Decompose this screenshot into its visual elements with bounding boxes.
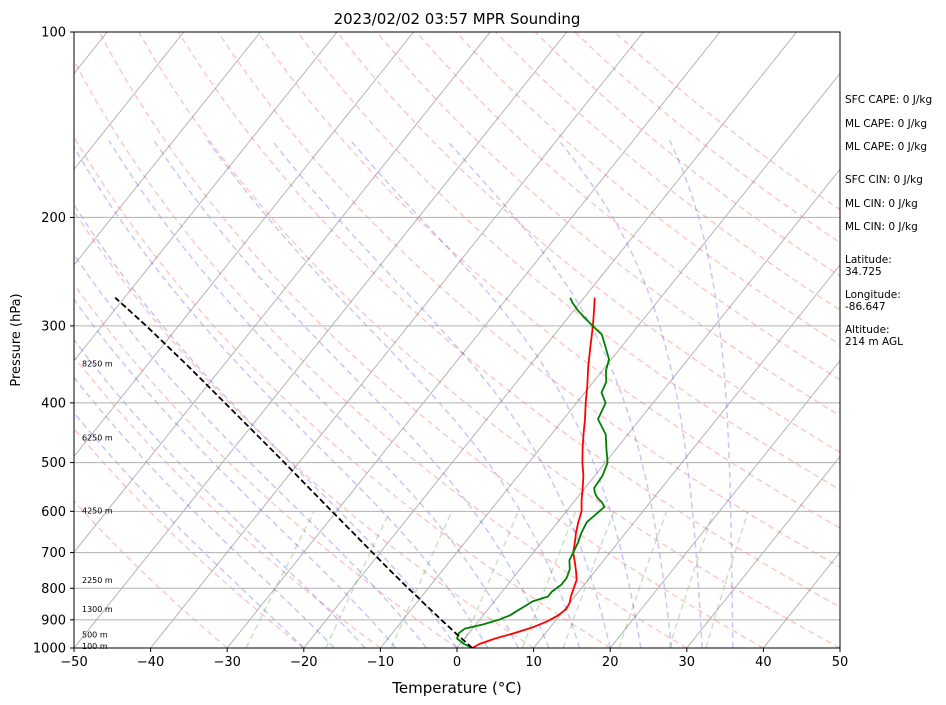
ml-cape-label-2: ML CAPE: 0 J/kg bbox=[845, 141, 928, 153]
parcel-path-line bbox=[114, 297, 473, 648]
height-label: 100 m bbox=[82, 642, 108, 651]
background-lines bbox=[74, 32, 840, 648]
moist-adiabat-line bbox=[271, 140, 611, 648]
x-tick-label: 20 bbox=[602, 655, 619, 670]
moist-adiabat-line bbox=[206, 140, 581, 648]
isotherm-line bbox=[609, 359, 840, 648]
dry-adiabat-line bbox=[98, 32, 764, 648]
moist-adiabat-line bbox=[558, 140, 703, 648]
y-tick-label: 200 bbox=[41, 211, 66, 226]
temperature-line bbox=[471, 297, 596, 648]
dry-adiabat-line bbox=[74, 59, 688, 648]
isotherm-line bbox=[226, 32, 721, 648]
height-label: 6250 m bbox=[82, 433, 113, 442]
dry-adiabat-line bbox=[376, 32, 840, 417]
y-tick-label: 300 bbox=[41, 319, 66, 334]
height-label: 8250 m bbox=[82, 359, 113, 368]
isotherm-line bbox=[150, 32, 644, 648]
y-tick-label: 400 bbox=[41, 396, 66, 411]
dry-adiabat-line bbox=[74, 135, 611, 648]
sfc-cin-label: SFC CIN: 0 J/kg bbox=[845, 174, 923, 186]
moist-adiabat-line bbox=[74, 376, 335, 648]
moist-adiabat-line bbox=[153, 140, 550, 648]
x-tick-label: −30 bbox=[213, 655, 240, 670]
y-tick-label: 100 bbox=[41, 26, 66, 41]
moist-adiabat-line bbox=[74, 253, 427, 648]
mixing-ratio-line bbox=[245, 510, 315, 648]
dry-adiabat-line bbox=[74, 283, 458, 648]
moist-adiabat-line bbox=[74, 298, 397, 648]
dry-adiabat-line bbox=[74, 355, 381, 648]
moist-adiabat-line bbox=[74, 411, 305, 648]
altitude-label: Altitude: 214 m AGL bbox=[845, 324, 903, 348]
dry-adiabat-line bbox=[177, 32, 840, 608]
moist-adiabat-line bbox=[446, 139, 673, 648]
ml-cape-label: ML CAPE: 0 J/kg bbox=[845, 118, 928, 130]
x-tick-label: −40 bbox=[137, 655, 164, 670]
isotherm-line bbox=[686, 455, 840, 648]
moist-adiabat-line bbox=[108, 140, 519, 648]
sfc-cape-label: SFC CAPE: 0 J/kg bbox=[845, 94, 933, 106]
moist-adiabat-line bbox=[74, 203, 458, 648]
x-tick-label: −10 bbox=[367, 655, 394, 670]
dewpoint-line bbox=[456, 297, 610, 648]
dry-adiabat-line bbox=[336, 32, 840, 454]
longitude-label: Longitude: -86.647 bbox=[845, 289, 901, 313]
moist-adiabat-line bbox=[74, 145, 489, 648]
isotherm-line bbox=[74, 32, 568, 648]
height-label: 500 m bbox=[82, 630, 108, 639]
moist-adiabat-line bbox=[350, 140, 642, 648]
y-axis-ticks: 100 200 300 400 500 600 700 800 900 1000 bbox=[33, 26, 74, 657]
isotherm-line bbox=[74, 32, 185, 171]
x-axis-ticks: −50 −40 −30 −20 −10 0 10 20 30 40 50 bbox=[60, 648, 848, 670]
profile-series bbox=[114, 297, 610, 648]
height-label: 1300 m bbox=[82, 605, 113, 614]
height-label: 2250 m bbox=[82, 576, 113, 585]
y-tick-label: 800 bbox=[41, 582, 66, 597]
x-tick-label: 10 bbox=[525, 655, 542, 670]
isotherm-line bbox=[456, 168, 840, 648]
ml-cin-label: ML CIN: 0 J/kg bbox=[845, 198, 918, 210]
isotherm-line bbox=[74, 32, 491, 554]
pressure-gridlines bbox=[74, 32, 840, 648]
isotherm-line bbox=[74, 32, 261, 266]
y-tick-label: 900 bbox=[41, 613, 66, 628]
y-tick-label: 1000 bbox=[33, 642, 66, 657]
latitude-label: Latitude: 34.725 bbox=[845, 254, 892, 278]
x-axis-label: Temperature (°C) bbox=[391, 679, 521, 697]
dry-adiabat-line bbox=[138, 32, 840, 648]
y-tick-label: 600 bbox=[41, 505, 66, 520]
dry-adiabat-line bbox=[415, 32, 840, 381]
y-tick-label: 500 bbox=[41, 456, 66, 471]
isotherm-line bbox=[303, 32, 797, 648]
isotherm-line bbox=[74, 32, 338, 362]
x-tick-label: −20 bbox=[290, 655, 317, 670]
x-tick-label: 40 bbox=[755, 655, 772, 670]
moist-adiabat-line bbox=[669, 140, 734, 648]
x-tick-label: −50 bbox=[60, 655, 87, 670]
isotherm-line bbox=[533, 264, 840, 648]
height-label: 4250 m bbox=[82, 506, 113, 515]
isotherm-line bbox=[380, 72, 840, 648]
y-axis-label: Pressure (hPa) bbox=[9, 293, 24, 386]
height-labels: 100 m 500 m 1300 m 2250 m 4250 m 6250 m 8250 m bbox=[82, 359, 113, 651]
isotherm-line bbox=[74, 32, 414, 458]
ml-cin-label-2: ML CIN: 0 J/kg bbox=[845, 221, 918, 233]
x-tick-label: 50 bbox=[832, 655, 849, 670]
chart-title: 2023/02/02 03:57 MPR Sounding bbox=[334, 10, 581, 28]
moist-adiabat-line bbox=[74, 338, 366, 648]
x-tick-label: 0 bbox=[453, 655, 461, 670]
y-tick-label: 700 bbox=[41, 546, 66, 561]
x-tick-label: 30 bbox=[679, 655, 696, 670]
